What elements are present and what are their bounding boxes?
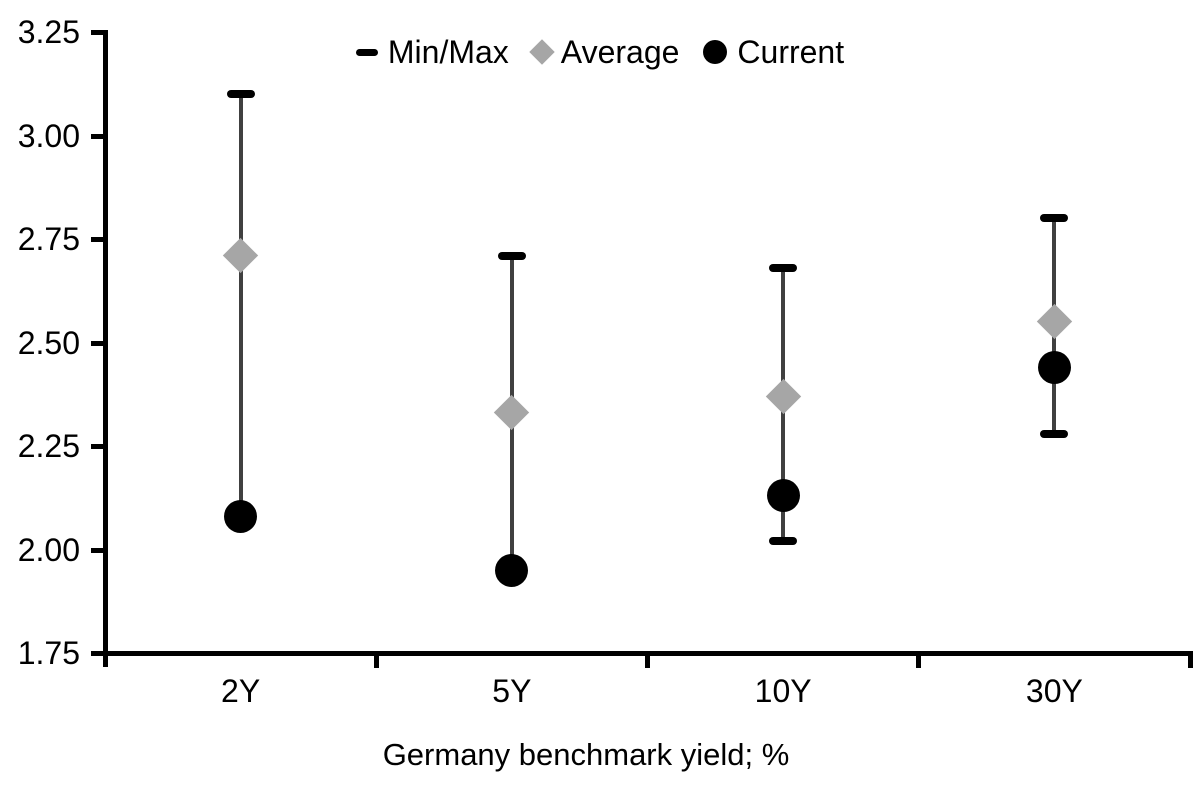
x-axis-category-label: 2Y [221, 673, 261, 709]
y-axis-tick [91, 340, 103, 346]
average-marker [1036, 304, 1073, 340]
chart-legend: Min/Max Average Current [0, 30, 1200, 74]
x-axis-category-label: 30Y [1025, 673, 1083, 709]
legend-item-minmax: Min/Max [355, 32, 509, 72]
y-axis-tick-label: 1.75 [17, 635, 80, 671]
average-diamond-icon [529, 39, 555, 65]
x-axis-tick [645, 651, 650, 668]
legend-label-average: Average [560, 34, 680, 70]
y-axis-tick [91, 133, 103, 139]
x-axis-tick [1187, 651, 1193, 668]
y-axis-tick-label: 2.25 [17, 428, 80, 464]
legend-label-minmax: Min/Max [387, 34, 509, 70]
max-cap-marker [226, 90, 255, 99]
range-line [238, 94, 243, 517]
y-axis-tick-label: 2.00 [17, 531, 80, 568]
max-cap-marker [497, 251, 526, 260]
y-axis-tick-label: 2.50 [17, 324, 80, 361]
x-axis-title: Germany benchmark yield; % [382, 737, 790, 772]
min-cap-marker [769, 537, 798, 546]
average-marker [222, 237, 259, 274]
max-cap-marker [769, 263, 798, 272]
minmax-dash-icon [355, 48, 378, 56]
current-marker [224, 499, 258, 533]
current-marker [766, 479, 800, 513]
legend-item-average: Average [529, 32, 680, 72]
current-marker [1037, 350, 1071, 384]
x-axis-category-label: 5Y [492, 673, 532, 709]
min-cap-marker [1040, 429, 1069, 438]
x-axis-tick [373, 651, 379, 668]
average-marker [494, 395, 530, 431]
y-axis-tick [91, 444, 103, 449]
current-circle-icon [703, 40, 728, 64]
x-axis-category-label: 10Y [754, 673, 812, 709]
average-marker [765, 378, 801, 414]
y-axis-tick-label: 2.75 [17, 221, 80, 257]
legend-label-current: Current [737, 34, 845, 70]
legend-item-current: Current [703, 32, 844, 72]
y-axis-tick-label: 3.00 [17, 117, 80, 154]
x-axis-tick [916, 651, 922, 668]
y-axis-tick [91, 237, 103, 242]
y-axis-tick [91, 30, 103, 35]
y-axis-line [103, 30, 108, 667]
current-marker [495, 553, 529, 587]
y-axis-tick [91, 651, 103, 656]
max-cap-marker [1040, 214, 1069, 223]
y-axis-tick [91, 547, 103, 553]
y-axis-tick-label: 3.25 [17, 14, 80, 50]
